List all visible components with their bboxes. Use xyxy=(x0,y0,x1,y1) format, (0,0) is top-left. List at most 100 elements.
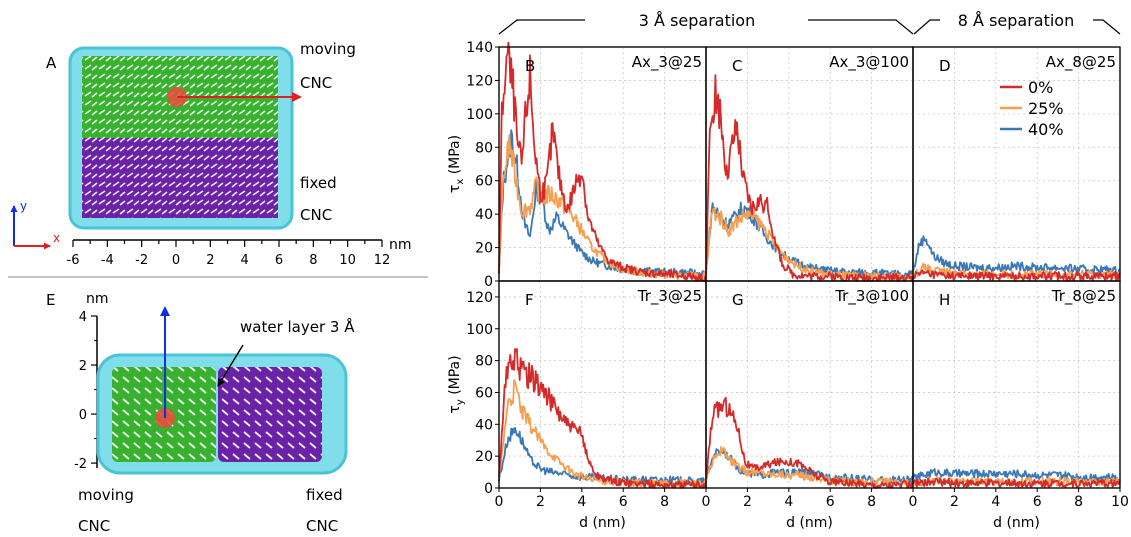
x-tick-label: 6 xyxy=(619,494,628,510)
x-tick-label: 2 xyxy=(536,494,545,510)
panel-letter-a: A xyxy=(46,54,57,72)
x-axis-label: d (nm) xyxy=(993,515,1040,531)
chart-frame-top xyxy=(912,280,1121,489)
series-line-0pct xyxy=(705,396,914,489)
y-tick-label: 80 xyxy=(475,354,493,370)
y-tick-label: 40 xyxy=(475,417,493,433)
series-line-25pct xyxy=(498,379,707,488)
series-line-25pct xyxy=(498,133,707,281)
y-axis-letter: y xyxy=(20,199,27,213)
fixed-label: fixed xyxy=(300,174,337,192)
y-tick-label: 100 xyxy=(466,322,493,338)
scale-bar-label: 0 xyxy=(172,253,180,268)
chart-frame-top xyxy=(705,46,914,282)
panel-title: Tr_3@25 xyxy=(637,287,702,306)
y-tick-label: 140 xyxy=(466,40,493,56)
x-axis-letter: x xyxy=(53,231,60,245)
panel-letter: H xyxy=(939,291,950,309)
e-axis-label: 4 xyxy=(79,310,87,325)
x-tick-label: 2 xyxy=(950,494,959,510)
y-tick-label: 0 xyxy=(484,481,493,497)
panel-title: Ax_8@25 xyxy=(1046,53,1116,72)
scale-bar-label: 12 xyxy=(374,253,391,268)
e-moving-cnc-label: CNC xyxy=(78,517,110,535)
scale-bar: -6 -4 -2 0 2 4 6 8 10 12 xyxy=(67,239,391,268)
e-moving-label: moving xyxy=(78,486,134,504)
bracket-8a-label: 8 Å separation xyxy=(958,11,1074,30)
x-tick-label: 0 xyxy=(702,494,711,510)
x-tick-label: 0 xyxy=(495,494,504,510)
water-layer-label: water layer 3 Å xyxy=(240,317,355,336)
y-tick-label: 100 xyxy=(466,107,493,123)
y-tick-label: 120 xyxy=(466,290,493,306)
series-line-25pct xyxy=(705,446,914,488)
y-tick-label: 0 xyxy=(484,274,493,290)
series-line-0pct xyxy=(705,74,914,282)
separation-brackets: 3 Å separation 8 Å separation xyxy=(498,11,1121,35)
y-tick-label: 80 xyxy=(475,140,493,156)
y-tick-label: 120 xyxy=(466,73,493,89)
panel-title: Ax_3@100 xyxy=(829,53,909,72)
legend-label: 25% xyxy=(1028,99,1064,118)
x-tick-label: 4 xyxy=(784,494,793,510)
panel-e: E nm 4 2 0 -2 water layer 3 Å moving CNC fi… xyxy=(46,291,355,535)
scale-bar-label: -4 xyxy=(101,253,114,268)
chart-frame xyxy=(705,280,914,489)
panel-letter-e: E xyxy=(46,291,55,309)
fixed-cnc-crystal xyxy=(82,138,278,218)
y-tick-label: 60 xyxy=(475,174,493,190)
scale-bar-label: 6 xyxy=(275,253,283,268)
x-tick-label: 4 xyxy=(991,494,1000,510)
panel-letter: F xyxy=(525,291,534,309)
panel-a: A moving CNC fixed CNC y x -6 -4 -2 0 2 4 6 8 10… xyxy=(10,40,412,268)
panel-title: Tr_8@25 xyxy=(1051,287,1116,306)
fixed-cnc-label: CNC xyxy=(300,206,332,224)
y-tick-label: 20 xyxy=(475,449,493,465)
chart-panel-c: C Ax_3@100 xyxy=(705,46,914,282)
e-fixed-crystal xyxy=(218,367,322,462)
x-tick-label: 2 xyxy=(743,494,752,510)
panel-letter: G xyxy=(732,291,744,309)
x-tick-label: 0 xyxy=(909,494,918,510)
x-tick-label: 6 xyxy=(826,494,835,510)
legend-label: 0% xyxy=(1028,78,1053,97)
x-tick-label: 6 xyxy=(1033,494,1042,510)
chart-panel-h: H Tr_8@25 0 2 4 6 8 10 d (nm) xyxy=(909,280,1129,531)
legend-label: 40% xyxy=(1028,120,1064,139)
series-line-40pct xyxy=(912,235,1121,276)
moving-cnc-label: CNC xyxy=(300,74,332,92)
panel-title: Ax_3@25 xyxy=(632,53,702,72)
y-axis-label: τy (MPa) xyxy=(447,355,466,413)
panel-letter: D xyxy=(939,57,951,75)
scale-unit: nm xyxy=(389,237,412,253)
e-vertical-axis: 4 2 0 -2 xyxy=(74,310,98,472)
x-tick-label: 8 xyxy=(867,494,876,510)
series-line-40pct xyxy=(912,468,1121,483)
panel-title: Tr_3@100 xyxy=(834,287,909,306)
e-axis-label: -2 xyxy=(74,457,87,472)
series-line-0pct xyxy=(498,41,707,282)
series-line-0pct xyxy=(912,269,1121,281)
panel-letter: B xyxy=(525,57,535,75)
bracket-8a xyxy=(913,19,1121,35)
e-axis-unit: nm xyxy=(86,291,109,307)
chart-panel-d: D Ax_8@25 xyxy=(912,46,1121,282)
water-layer-pointer xyxy=(217,344,244,387)
scale-bar-label: 8 xyxy=(309,253,317,268)
e-fixed-cnc-label: CNC xyxy=(306,517,338,535)
chart-panel-g: G Tr_3@100 0 2 4 6 8 d (nm) xyxy=(702,280,914,531)
chart-frame-top xyxy=(705,280,914,489)
x-axis-label: d (nm) xyxy=(579,515,626,531)
scale-bar-label: 10 xyxy=(339,253,356,268)
y-axis-label: τx (MPa) xyxy=(447,135,466,193)
e-fixed-label: fixed xyxy=(306,486,343,504)
series-line-0pct xyxy=(498,348,707,489)
x-tick-label: 8 xyxy=(1074,494,1083,510)
chart-frame xyxy=(912,46,1121,282)
x-tick-label: 4 xyxy=(577,494,586,510)
x-axis-label: d (nm) xyxy=(786,515,833,531)
chart-panel-b: B Ax_3@25 0 20 40 60 80 100 120 140 τx (MPa) xyxy=(447,40,707,290)
legend: 0% 25% 40% xyxy=(1000,78,1064,139)
